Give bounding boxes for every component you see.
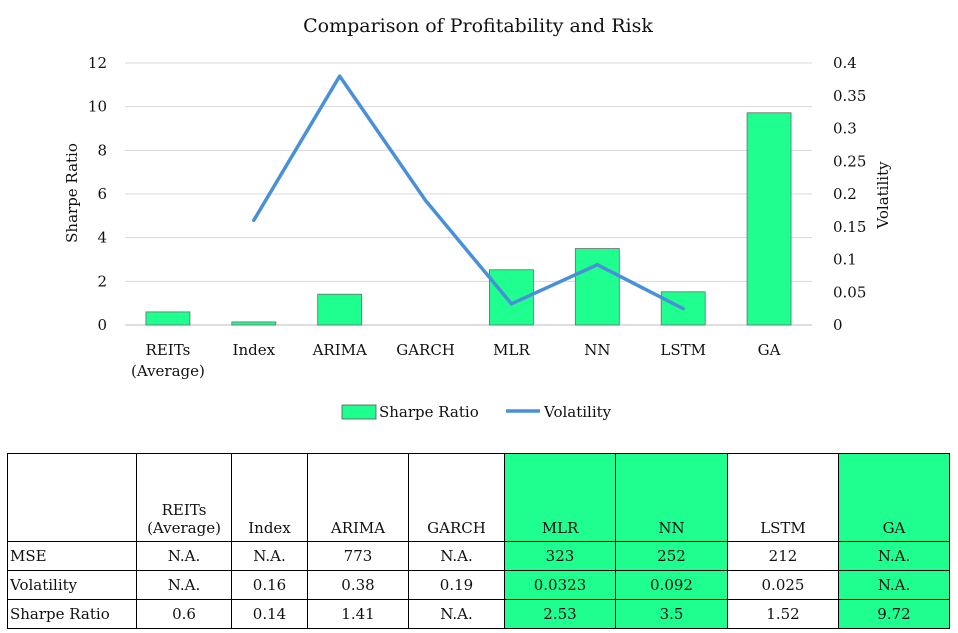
category-label: GA — [758, 341, 781, 359]
chart-title: Comparison of Profitability and Risk — [303, 15, 653, 37]
table-cell: 773 — [307, 541, 409, 571]
table-cell: N.A. — [838, 570, 950, 600]
table-cell: 323 — [504, 541, 616, 571]
table-cell: 212 — [727, 541, 839, 571]
table-cell: 0.16 — [231, 570, 308, 600]
header-line: REITs — [161, 501, 207, 519]
table-header-row: REITs (Average) Index ARIMA GARCH MLR NN… — [7, 453, 950, 542]
table-cell: 0.6 — [136, 599, 232, 629]
row-label: Volatility — [7, 570, 137, 600]
table-header-cell: ARIMA — [307, 453, 409, 542]
y-tick-label: 8 — [97, 141, 107, 159]
left-axis-ticks: 0 2 4 6 8 10 12 — [88, 54, 107, 334]
table-row: MSE N.A. N.A. 773 N.A. 323 252 212 N.A. — [7, 541, 950, 571]
legend-swatch-sharpe — [341, 404, 377, 420]
y-tick-label: 10 — [88, 98, 107, 116]
legend: Sharpe Ratio Volatility — [341, 403, 612, 421]
table-header-cell: NN — [615, 453, 728, 542]
table-cell: 0.025 — [727, 570, 839, 600]
table-header-cell: REITs (Average) — [136, 453, 232, 542]
table-cell: N.A. — [136, 570, 232, 600]
table-row: Volatility N.A. 0.16 0.38 0.19 0.0323 0.… — [7, 570, 950, 600]
category-label: REITs — [146, 341, 191, 359]
y-tick-label: 12 — [88, 54, 107, 72]
category-label: ARIMA — [312, 341, 367, 359]
table-header-cell: MLR — [504, 453, 616, 542]
table-cell: 0.38 — [307, 570, 409, 600]
sharpe-bar — [145, 311, 191, 326]
table-cell: N.A. — [408, 541, 505, 571]
category-label: (Average) — [131, 362, 205, 380]
sharpe-bar — [231, 321, 277, 326]
y2-tick-label: 0.05 — [833, 283, 866, 301]
y2-tick-label: 0.35 — [833, 87, 866, 105]
sharpe-bars — [145, 112, 792, 326]
table-cell: N.A. — [231, 541, 308, 571]
right-axis-ticks: 0 0.05 0.1 0.15 0.2 0.25 0.3 0.35 0.4 — [833, 54, 866, 334]
category-labels: REITs (Average) Index ARIMA GARCH MLR NN LSTM GA — [131, 341, 781, 380]
row-label: MSE — [7, 541, 137, 571]
y2-tick-label: 0.1 — [833, 251, 857, 269]
sharpe-bar — [574, 248, 620, 326]
category-label: Index — [233, 341, 276, 359]
sharpe-bar — [746, 112, 792, 326]
y-tick-label: 6 — [97, 185, 107, 203]
table-cell: N.A. — [136, 541, 232, 571]
sharpe-bar — [317, 293, 363, 326]
table-cell: 0.14 — [231, 599, 308, 629]
header-line: (Average) — [147, 519, 221, 537]
table-cell: 2.53 — [504, 599, 616, 629]
table-cell: N.A. — [408, 599, 505, 629]
y-axis-title: Sharpe Ratio — [63, 143, 81, 243]
table-cell: 1.41 — [307, 599, 409, 629]
y2-tick-label: 0.25 — [833, 152, 866, 170]
table-corner-cell — [7, 453, 137, 542]
y-tick-label: 0 — [97, 316, 107, 334]
table-cell: 0.092 — [615, 570, 728, 600]
volatility-line-group — [252, 74, 685, 311]
table-header-cell: LSTM — [727, 453, 839, 542]
table-row: Sharpe Ratio 0.6 0.14 1.41 N.A. 2.53 3.5… — [7, 599, 950, 629]
gridlines — [125, 62, 812, 326]
table-cell: 1.52 — [727, 599, 839, 629]
table-cell: 0.19 — [408, 570, 505, 600]
legend-label-sharpe: Sharpe Ratio — [379, 403, 479, 421]
category-label: MLR — [493, 341, 530, 359]
table-cell: N.A. — [838, 541, 950, 571]
y2-axis-title: Volatility — [874, 161, 892, 230]
y2-tick-label: 0 — [833, 316, 843, 334]
y-tick-label: 2 — [97, 272, 107, 290]
table-header-cell: GARCH — [408, 453, 505, 542]
data-table: REITs (Average) Index ARIMA GARCH MLR NN… — [7, 453, 950, 629]
table-cell: 252 — [615, 541, 728, 571]
table-cell: 3.5 — [615, 599, 728, 629]
table-cell: 0.0323 — [504, 570, 616, 600]
y2-tick-label: 0.2 — [833, 185, 857, 203]
volatility-line — [252, 74, 685, 311]
legend-label-volatility: Volatility — [543, 403, 612, 421]
table-cell: 9.72 — [838, 599, 950, 629]
category-label: GARCH — [396, 341, 455, 359]
y2-tick-label: 0.3 — [833, 120, 857, 138]
y2-tick-label: 0.4 — [833, 54, 857, 72]
y-tick-label: 4 — [97, 229, 107, 247]
table-header-cell: Index — [231, 453, 308, 542]
category-label: LSTM — [660, 341, 706, 359]
y2-tick-label: 0.15 — [833, 218, 866, 236]
table-header-cell: GA — [838, 453, 950, 542]
category-label: NN — [584, 341, 610, 359]
row-label: Sharpe Ratio — [7, 599, 137, 629]
combo-chart: Comparison of Profitability and Risk 0 2 4… — [63, 15, 892, 421]
